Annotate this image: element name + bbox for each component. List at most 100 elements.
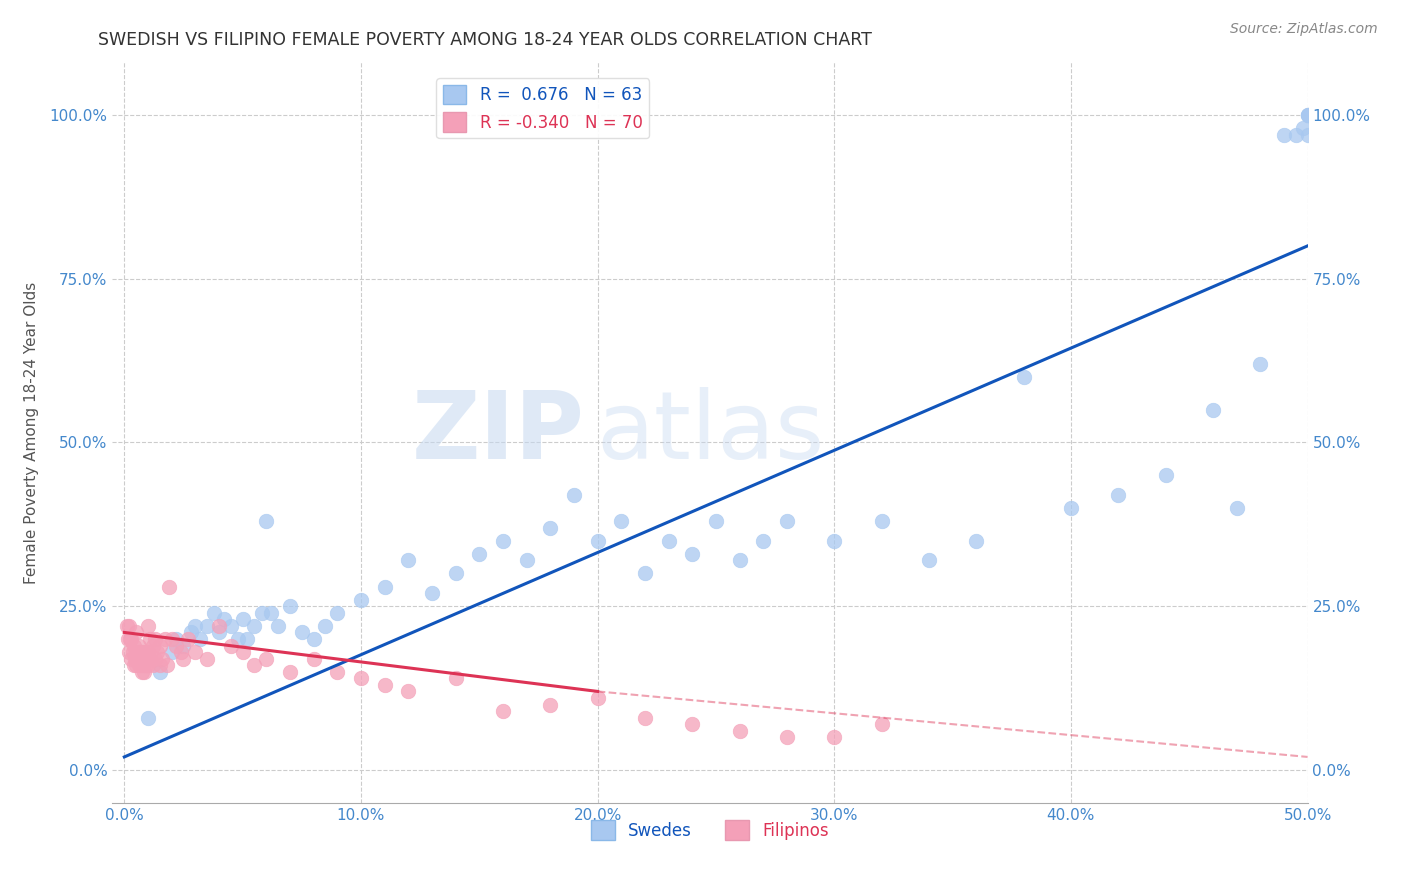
- Point: [142, 658, 165, 673]
- Point: [143, 651, 166, 665]
- Point: [516, 553, 538, 567]
- Point: [918, 553, 941, 567]
- Point: [135, 658, 157, 673]
- Point: [586, 690, 609, 705]
- Point: [129, 658, 152, 673]
- Point: [1012, 370, 1035, 384]
- Point: [326, 665, 349, 679]
- Point: [122, 639, 145, 653]
- Point: [172, 651, 194, 665]
- Point: [1202, 402, 1225, 417]
- Point: [150, 651, 173, 665]
- Point: [226, 632, 249, 646]
- Point: [374, 678, 396, 692]
- Point: [396, 553, 419, 567]
- Point: [326, 606, 349, 620]
- Point: [243, 658, 266, 673]
- Point: [236, 632, 259, 646]
- Point: [121, 645, 143, 659]
- Point: [681, 547, 703, 561]
- Point: [776, 731, 799, 745]
- Point: [243, 619, 266, 633]
- Point: [124, 651, 146, 665]
- Point: [1249, 357, 1271, 371]
- Text: SWEDISH VS FILIPINO FEMALE POVERTY AMONG 18-24 YEAR OLDS CORRELATION CHART: SWEDISH VS FILIPINO FEMALE POVERTY AMONG…: [98, 31, 872, 49]
- Point: [184, 619, 207, 633]
- Point: [129, 645, 152, 659]
- Point: [195, 651, 218, 665]
- Point: [165, 639, 187, 653]
- Point: [1296, 108, 1319, 122]
- Point: [1272, 128, 1295, 142]
- Point: [350, 671, 373, 685]
- Point: [120, 651, 142, 665]
- Point: [180, 625, 202, 640]
- Point: [122, 658, 145, 673]
- Point: [212, 612, 235, 626]
- Point: [177, 632, 200, 646]
- Point: [208, 625, 231, 640]
- Text: ZIP: ZIP: [412, 386, 585, 479]
- Point: [562, 488, 585, 502]
- Point: [160, 632, 183, 646]
- Point: [444, 566, 467, 581]
- Point: [149, 665, 172, 679]
- Point: [302, 632, 325, 646]
- Text: Source: ZipAtlas.com: Source: ZipAtlas.com: [1230, 22, 1378, 37]
- Point: [232, 645, 254, 659]
- Point: [823, 533, 845, 548]
- Point: [184, 645, 207, 659]
- Point: [125, 625, 148, 640]
- Point: [156, 658, 179, 673]
- Point: [136, 711, 159, 725]
- Point: [492, 704, 515, 718]
- Point: [117, 632, 139, 646]
- Point: [134, 665, 156, 679]
- Point: [538, 698, 561, 712]
- Point: [165, 632, 187, 646]
- Point: [160, 645, 183, 659]
- Point: [823, 731, 845, 745]
- Point: [634, 566, 657, 581]
- Point: [420, 586, 443, 600]
- Point: [1107, 488, 1129, 502]
- Point: [219, 619, 242, 633]
- Point: [149, 639, 172, 653]
- Point: [149, 658, 172, 673]
- Point: [136, 658, 159, 673]
- Point: [146, 645, 169, 659]
- Legend: Swedes, Filipinos: Swedes, Filipinos: [585, 814, 835, 847]
- Point: [157, 580, 180, 594]
- Point: [136, 645, 159, 659]
- Point: [586, 533, 609, 548]
- Point: [1285, 128, 1308, 142]
- Point: [468, 547, 491, 561]
- Point: [681, 717, 703, 731]
- Point: [610, 514, 633, 528]
- Point: [172, 639, 194, 653]
- Point: [1292, 120, 1315, 135]
- Point: [278, 599, 301, 614]
- Point: [870, 514, 893, 528]
- Point: [704, 514, 727, 528]
- Point: [120, 632, 142, 646]
- Point: [120, 632, 142, 646]
- Point: [128, 639, 150, 653]
- Point: [254, 514, 277, 528]
- Text: atlas: atlas: [596, 386, 825, 479]
- Point: [131, 665, 153, 679]
- Point: [776, 514, 799, 528]
- Point: [278, 665, 301, 679]
- Point: [752, 533, 775, 548]
- Point: [492, 533, 515, 548]
- Point: [195, 619, 218, 633]
- Point: [291, 625, 314, 640]
- Point: [1154, 468, 1177, 483]
- Point: [965, 533, 987, 548]
- Point: [125, 645, 148, 659]
- Point: [127, 651, 149, 665]
- Point: [658, 533, 681, 548]
- Point: [396, 684, 419, 698]
- Point: [118, 645, 141, 659]
- Point: [115, 619, 138, 633]
